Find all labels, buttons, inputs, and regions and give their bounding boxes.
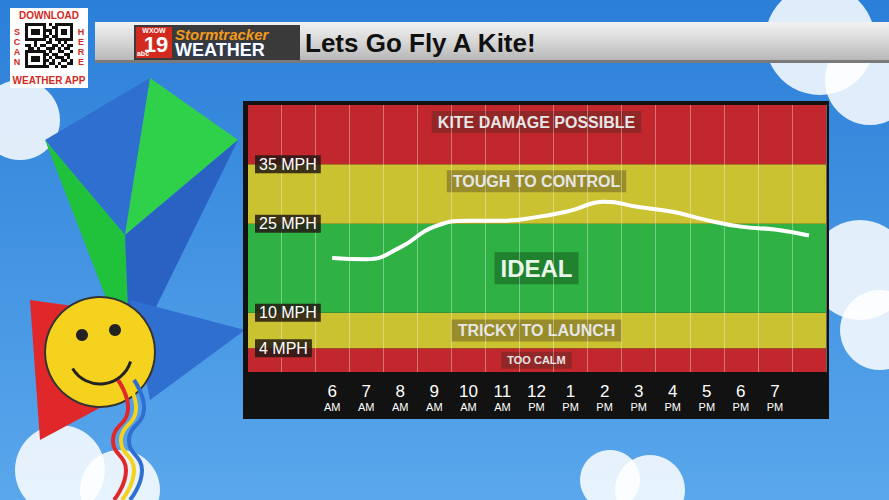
svg-text:PM: PM (733, 401, 750, 413)
svg-text:E: E (78, 57, 84, 67)
svg-text:19: 19 (143, 31, 169, 57)
svg-text:AM: AM (324, 401, 341, 413)
svg-text:PM: PM (630, 401, 647, 413)
svg-text:7: 7 (770, 382, 779, 401)
svg-text:IDEAL: IDEAL (501, 255, 573, 282)
svg-text:PM: PM (699, 401, 716, 413)
svg-text:Lets Go Fly A Kite!: Lets Go Fly A Kite! (305, 28, 536, 58)
svg-text:5: 5 (702, 382, 711, 401)
svg-text:AM: AM (358, 401, 375, 413)
svg-text:10: 10 (459, 382, 478, 401)
svg-text:1: 1 (566, 382, 575, 401)
svg-text:PM: PM (767, 401, 784, 413)
svg-text:AM: AM (426, 401, 443, 413)
svg-text:4: 4 (668, 382, 677, 401)
svg-text:PM: PM (528, 401, 545, 413)
svg-text:WEATHER APP: WEATHER APP (13, 75, 86, 86)
svg-text:TRICKY TO LAUNCH: TRICKY TO LAUNCH (458, 322, 616, 339)
svg-text:AM: AM (460, 401, 477, 413)
svg-text:25 MPH: 25 MPH (259, 215, 317, 232)
svg-text:2: 2 (600, 382, 609, 401)
svg-text:KITE DAMAGE POSSIBLE: KITE DAMAGE POSSIBLE (438, 114, 636, 131)
svg-text:11: 11 (494, 382, 512, 401)
svg-text:7: 7 (361, 382, 370, 401)
svg-text:12: 12 (527, 382, 546, 401)
svg-text:AM: AM (392, 401, 409, 413)
svg-text:N: N (14, 57, 21, 67)
svg-text:C: C (14, 37, 21, 47)
svg-text:10 MPH: 10 MPH (259, 304, 317, 321)
svg-text:DOWNLOAD: DOWNLOAD (19, 10, 79, 21)
svg-text:abc: abc (137, 50, 149, 57)
svg-text:TOO CALM: TOO CALM (507, 354, 565, 366)
svg-text:PM: PM (562, 401, 579, 413)
svg-text:E: E (78, 37, 84, 47)
svg-text:6: 6 (327, 382, 336, 401)
svg-text:Stormtracker: Stormtracker (175, 25, 269, 43)
svg-text:8: 8 (396, 382, 405, 401)
svg-text:9: 9 (430, 382, 439, 401)
svg-text:6: 6 (736, 382, 745, 401)
svg-text:WEATHER: WEATHER (175, 40, 265, 60)
svg-text:35 MPH: 35 MPH (259, 156, 317, 173)
svg-text:3: 3 (634, 382, 643, 401)
svg-text:WXOW: WXOW (142, 26, 166, 34)
svg-text:AM: AM (494, 401, 511, 413)
svg-text:4 MPH: 4 MPH (259, 340, 308, 357)
svg-text:PM: PM (664, 401, 681, 413)
svg-text:S: S (14, 27, 20, 37)
svg-text:PM: PM (596, 401, 613, 413)
svg-text:R: R (78, 47, 85, 57)
svg-text:A: A (14, 47, 21, 57)
svg-text:H: H (78, 27, 85, 37)
svg-text:TOUGH TO CONTROL: TOUGH TO CONTROL (453, 173, 621, 190)
